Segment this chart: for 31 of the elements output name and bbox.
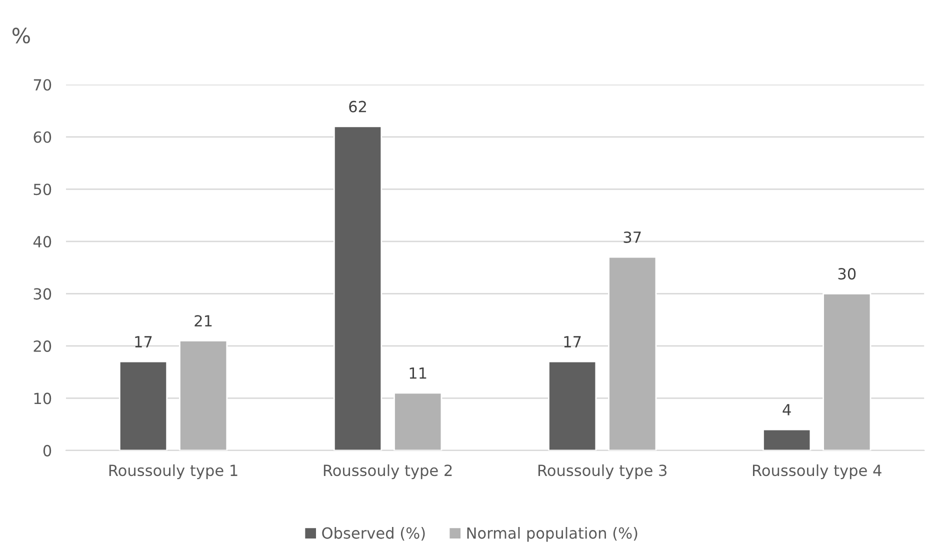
y-tick-label: 70 bbox=[34, 79, 52, 91]
y-tick-label: 40 bbox=[33, 236, 52, 248]
x-tick-label: Roussouly type 4 bbox=[752, 464, 882, 480]
legend-label: Observed (%) bbox=[322, 526, 425, 541]
x-tick-label: Roussouly type 2 bbox=[324, 464, 452, 480]
data-label: 21 bbox=[194, 315, 212, 326]
bar bbox=[822, 292, 872, 450]
bar bbox=[394, 392, 442, 450]
x-tick-label: Roussouly type 1 bbox=[109, 464, 238, 480]
y-axis-title: % bbox=[12, 28, 30, 44]
legend-label: Normal population (%) bbox=[467, 526, 638, 542]
data-label: 30 bbox=[838, 268, 856, 280]
y-tick-label: 20 bbox=[34, 340, 52, 352]
data-label: 17 bbox=[564, 336, 581, 348]
data-label: 62 bbox=[349, 100, 366, 112]
bar bbox=[762, 428, 812, 450]
bar bbox=[548, 360, 597, 450]
data-label: 4 bbox=[782, 404, 791, 416]
bar bbox=[179, 340, 228, 450]
bar bbox=[118, 360, 168, 450]
data-label: 17 bbox=[135, 336, 152, 348]
data-label: 37 bbox=[624, 231, 641, 244]
bar bbox=[608, 256, 657, 450]
bar bbox=[333, 126, 382, 450]
y-tick-label: 10 bbox=[34, 392, 52, 404]
data-label: 11 bbox=[410, 368, 426, 379]
y-tick-label: 0 bbox=[43, 444, 52, 456]
y-tick-label: 60 bbox=[34, 131, 52, 143]
x-tick-label: Roussouly type 3 bbox=[538, 464, 666, 480]
y-tick-label: 30 bbox=[34, 288, 52, 300]
y-tick-label: 50 bbox=[34, 184, 52, 196]
